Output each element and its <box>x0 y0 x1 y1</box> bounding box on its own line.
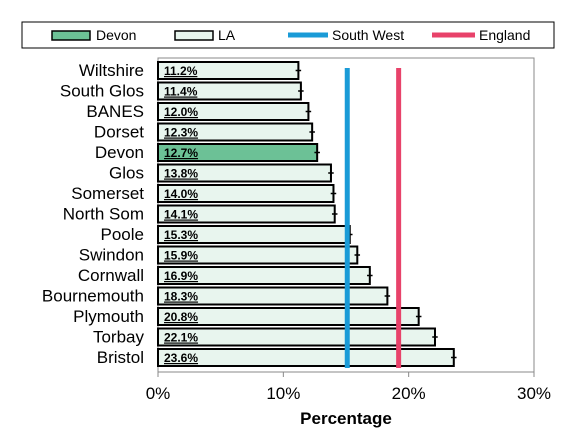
bar-value-label: 16.9% <box>164 269 198 283</box>
x-tick-label: 0% <box>146 384 171 403</box>
bar-value-label: 11.2% <box>164 64 198 78</box>
x-tick-label: 20% <box>392 384 426 403</box>
bar-value-label: 14.0% <box>164 187 198 201</box>
category-label: Poole <box>101 225 144 244</box>
x-tick-label: 10% <box>266 384 300 403</box>
bar-value-label: 12.7% <box>164 146 198 160</box>
bar-value-label: 22.1% <box>164 331 198 345</box>
bar-value-label: 13.8% <box>164 167 198 181</box>
category-label: Bournemouth <box>42 287 144 306</box>
category-label: Dorset <box>94 123 144 142</box>
legend-label-devon: Devon <box>96 27 136 43</box>
category-label: North Som <box>63 205 144 224</box>
bar-torbay <box>157 327 436 347</box>
legend-label-south-west: South West <box>332 27 404 43</box>
bar-value-label: 12.3% <box>164 126 198 140</box>
category-label: Bristol <box>97 348 144 367</box>
bar-value-label: 18.3% <box>164 290 198 304</box>
bar-value-label: 15.9% <box>164 249 198 263</box>
bar-value-label: 20.8% <box>164 310 198 324</box>
category-label: BANES <box>86 102 144 121</box>
category-label: Somerset <box>71 184 144 203</box>
legend-label-la: LA <box>218 27 236 43</box>
legend-label-england: England <box>479 27 530 43</box>
bar-value-label: 14.1% <box>164 208 198 222</box>
bar-bristol <box>157 348 455 367</box>
bar-value-label: 15.3% <box>164 228 198 242</box>
bar-value-label: 23.6% <box>164 351 198 365</box>
legend-swatch-la <box>174 30 214 41</box>
category-label: Plymouth <box>73 307 144 326</box>
category-label: Torbay <box>93 328 145 347</box>
category-label: Swindon <box>79 246 144 265</box>
x-tick-label: 30% <box>517 384 551 403</box>
category-label: South Glos <box>60 82 144 101</box>
category-label: Glos <box>109 164 144 183</box>
x-axis-label: Percentage <box>300 409 392 428</box>
category-label: Devon <box>95 143 144 162</box>
category-label: Wiltshire <box>79 61 144 80</box>
legend-swatch-devon <box>51 30 91 41</box>
category-label: Cornwall <box>78 266 144 285</box>
bar-value-label: 12.0% <box>164 105 198 119</box>
bar-value-label: 11.4% <box>164 85 198 99</box>
